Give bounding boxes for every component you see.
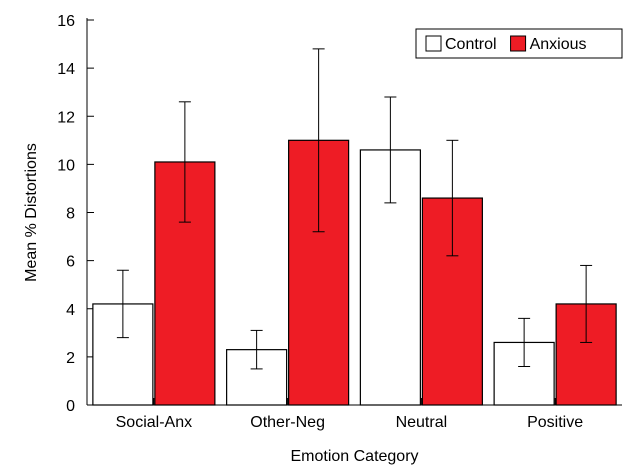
x-axis-title: Emotion Category [290,448,418,465]
error-bars [116,48,593,370]
legend-swatch-anxious [510,35,527,52]
axes: 0 2 4 6 8 10 12 14 16 Social-Anx Other-Neg Neutral P… [57,13,622,431]
legend-label-anxious: Anxious [530,36,587,53]
legend-label-control: Control [445,36,497,53]
legend: Control Anxious [415,28,623,59]
y-tick-label: 12 [57,109,75,126]
x-tick-label: Other-Neg [250,414,325,431]
x-tick-label: Social-Anx [116,414,192,431]
x-tick-label: Neutral [396,414,448,431]
y-tick-label: 8 [66,206,75,223]
y-tick-label: 6 [66,254,75,271]
y-tick-label: 4 [66,302,75,319]
y-tick-label: 10 [57,157,75,174]
legend-swatch-control [425,35,442,52]
y-tick-label: 14 [57,61,75,78]
y-tick-label: 0 [66,398,75,415]
x-tick-label: Positive [527,414,583,431]
y-axis-title: Mean % Distortions [23,143,40,282]
y-tick-label: 2 [66,350,75,367]
bars [92,139,617,406]
y-tick-label: 16 [57,13,75,30]
labels: Mean % Distortions Emotion Category [23,143,419,465]
